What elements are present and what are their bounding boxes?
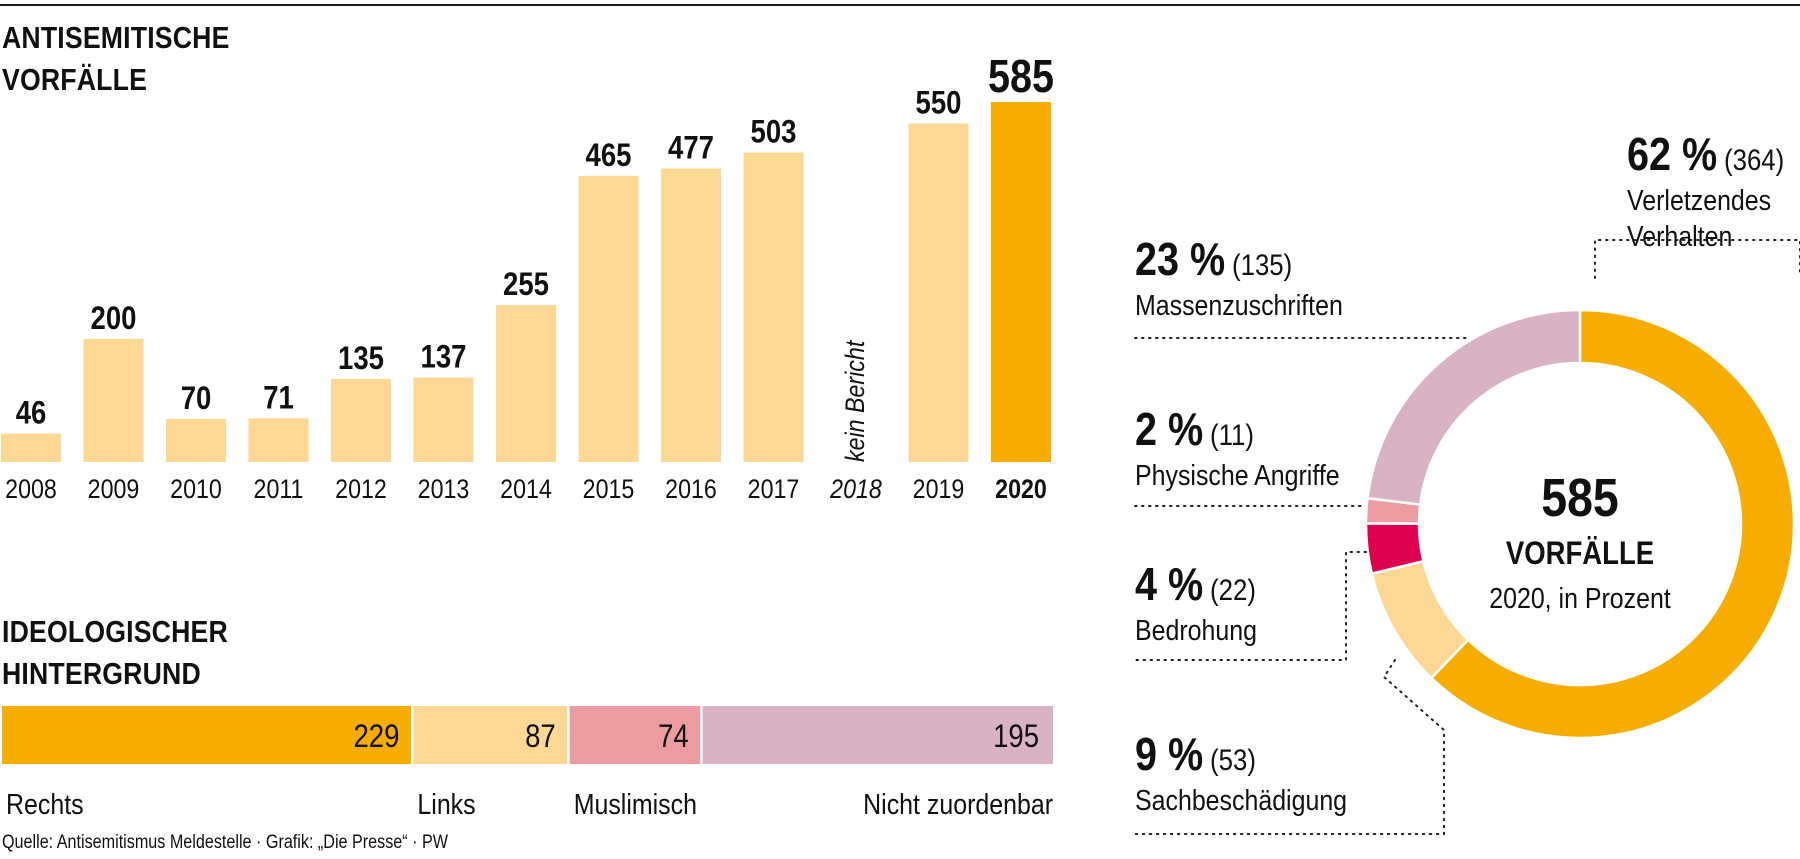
x-tick-label-2011: 2011 [254, 474, 304, 504]
bar-2017 [743, 152, 804, 462]
bar-2010 [166, 418, 226, 462]
x-tick-label-2019: 2019 [913, 474, 965, 504]
segment-label-links: Links [417, 788, 475, 820]
source-credit: Quelle: Antisemitismus Meldestelle · Gra… [2, 832, 449, 853]
slice-percent-bedrohung: 4 % [1135, 559, 1203, 610]
slice-count-sachbeschädigung: (53) [1210, 743, 1256, 776]
x-tick-label-2012: 2012 [335, 474, 387, 504]
segment-rechts [2, 706, 411, 764]
donut-label-physische-angriffe: 2 % (11) Physische Angriffe [1134, 404, 1366, 507]
bar-2011 [248, 418, 309, 462]
incident-type-donut: 585 VORFÄLLE 2020, in Prozent 62 % (364) Verl… [1134, 129, 1800, 835]
slice-label-verletzendes-verhalten-line-2: Verhalten [1627, 220, 1732, 252]
x-tick-label-2015: 2015 [583, 474, 635, 504]
slice-label-massenzuschriften-line-1: Massenzuschriften [1135, 289, 1343, 321]
bar-2013 [413, 377, 474, 462]
donut-center-sublabel: 2020, in Prozent [1489, 582, 1671, 614]
bar-value-label-2019: 550 [916, 86, 962, 121]
bar-value-label-2009: 200 [91, 301, 137, 336]
segment-value-muslimisch: 74 [658, 719, 689, 754]
x-tick-label-2016: 2016 [665, 474, 717, 504]
bar-value-label-2015: 465 [586, 138, 632, 173]
annotation-no-report: kein Bericht [840, 340, 870, 462]
bar-value-label-2008: 46 [16, 396, 47, 431]
leader-line-verletzendes-verhalten [1594, 239, 1800, 279]
leader-line-sachbeschädigung [1134, 659, 1445, 835]
segment-label-rechts: Rechts [6, 788, 84, 820]
stacked-bar-title-line-2: HINTERGRUND [2, 656, 201, 691]
bar-2015 [578, 175, 639, 462]
x-tick-label-2008: 2008 [5, 474, 57, 504]
bar-chart-title-line-2: VORFÄLLE [2, 62, 148, 97]
x-tick-label-2010: 2010 [170, 474, 222, 504]
slice-label-bedrohung-line-1: Bedrohung [1135, 614, 1257, 646]
slice-percent-and-count-sachbeschädigung: 9 % (53) [1135, 729, 1256, 780]
segment-label-nicht-zuordenbar: Nicht zuordenbar [863, 788, 1053, 820]
x-tick-label-2017: 2017 [748, 474, 800, 504]
segment-label-muslimisch: Muslimisch [574, 788, 697, 820]
slice-count-massenzuschriften: (135) [1232, 248, 1292, 281]
donut-label-verletzendes-verhalten: 62 % (364) Verletzendes Verhalten [1594, 129, 1800, 279]
stacked-bar-title-line-1: IDEOLOGISCHER [2, 614, 228, 649]
donut-label-sachbeschädigung: 9 % (53) Sachbeschädigung [1134, 659, 1445, 835]
slice-count-physische-angriffe: (11) [1210, 418, 1254, 451]
slice-percent-physische-angriffe: 2 % [1135, 404, 1203, 455]
bar-2020 [991, 102, 1051, 462]
bar-chart-title-line-1: ANTISEMITISCHE [2, 20, 230, 55]
slice-percent-and-count-physische-angriffe: 2 % (11) [1135, 404, 1254, 455]
bar-chart-title: ANTISEMITISCHE VORFÄLLE [2, 17, 230, 101]
bar-2019 [908, 123, 969, 463]
slice-label-sachbeschädigung-line-1: Sachbeschädigung [1135, 784, 1347, 816]
bar-value-label-2013: 137 [421, 340, 467, 375]
bar-value-label-2016: 477 [668, 131, 714, 166]
slice-count-bedrohung: (22) [1210, 573, 1256, 606]
x-tick-label-2009: 2009 [88, 474, 140, 504]
donut-center-value: 585 [1541, 467, 1618, 528]
stacked-bar-title: IDEOLOGISCHER HINTERGRUND [2, 611, 228, 695]
bar-value-label-2011: 71 [263, 380, 294, 415]
bar-value-label-2014: 255 [503, 267, 549, 302]
donut-slice-massenzuschriften [1366, 308, 1582, 506]
bar-value-label-2017: 503 [751, 115, 797, 150]
segment-value-links: 87 [525, 719, 556, 754]
yearly-bar-chart: 46 2008 200 2009 70 2010 71 2011 135 2012 137 2013 2… [1, 51, 1054, 504]
donut-center-label: VORFÄLLE [1506, 536, 1654, 571]
slice-label-verletzendes-verhalten-line-1: Verletzendes [1627, 184, 1771, 216]
top-rule [0, 4, 1800, 6]
slice-percent-verletzendes-verhalten: 62 % [1627, 129, 1717, 180]
x-tick-label-2018: 2018 [829, 474, 882, 504]
leader-line-bedrohung [1134, 551, 1367, 661]
bar-2016 [661, 168, 721, 462]
x-tick-label-2020: 2020 [995, 474, 1047, 504]
bar-value-label-2010: 70 [181, 381, 212, 416]
bar-2009 [83, 338, 144, 462]
slice-label-physische-angriffe-line-1: Physische Angriffe [1135, 459, 1340, 491]
bar-value-label-2012: 135 [338, 341, 384, 376]
bar-2008 [1, 433, 61, 462]
ideology-stacked-bar: 229 Rechts 87 Links 74 Muslimisch 195 Nicht zuo… [2, 706, 1053, 820]
segment-value-nicht-zuordenbar: 195 [993, 719, 1039, 754]
bar-2012 [331, 378, 391, 462]
slice-count-verletzendes-verhalten: (364) [1724, 143, 1784, 176]
bar-value-label-2020: 585 [988, 51, 1054, 102]
slice-percent-sachbeschädigung: 9 % [1135, 729, 1203, 780]
segment-nicht-zuordenbar [702, 706, 1053, 764]
segment-muslimisch [569, 706, 701, 764]
segment-value-rechts: 229 [354, 719, 400, 754]
donut-label-bedrohung: 4 % (22) Bedrohung [1134, 551, 1367, 661]
x-tick-label-2013: 2013 [418, 474, 470, 504]
slice-percent-and-count-massenzuschriften: 23 % (135) [1135, 234, 1292, 285]
x-tick-label-2014: 2014 [500, 474, 552, 504]
slice-percent-and-count-bedrohung: 4 % (22) [1135, 559, 1256, 610]
slice-percent-massenzuschriften: 23 % [1135, 234, 1225, 285]
segment-links [413, 706, 568, 764]
donut-label-massenzuschriften: 23 % (135) Massenzuschriften [1134, 234, 1467, 339]
slice-percent-and-count-verletzendes-verhalten: 62 % (364) [1627, 129, 1784, 180]
donut-slice-verletzendes-verhalten [1429, 308, 1796, 740]
bar-2014 [496, 305, 556, 462]
